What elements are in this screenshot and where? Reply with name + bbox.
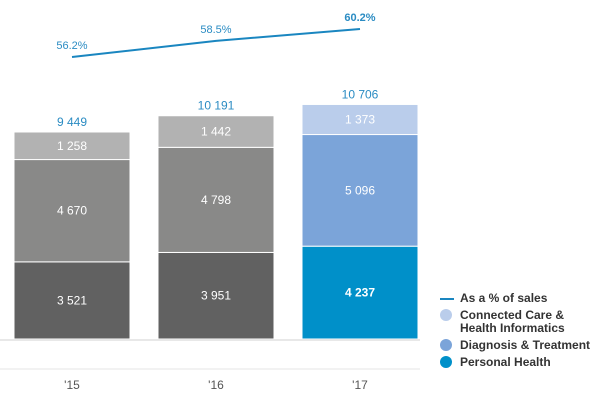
bar-value-label: 1 442: [201, 125, 231, 139]
bar-value-label: 1 258: [57, 139, 87, 153]
legend-label: As a % of sales: [460, 291, 548, 305]
legend-item: Personal Health: [440, 356, 590, 369]
bar-value-label: 3 951: [201, 289, 231, 303]
bar-value-label: 3 521: [57, 293, 87, 307]
bar-value-label: 4 237: [345, 286, 375, 300]
line-value-label: 58.5%: [200, 24, 231, 36]
x-tick-label: '15: [64, 378, 80, 392]
x-tick-label: '16: [208, 378, 224, 392]
x-tick-label: '17: [352, 378, 368, 392]
bar-value-label: 5 096: [345, 183, 375, 197]
legend-label: Connected Care & Health Informatics: [460, 308, 565, 335]
bar-segment: [13, 261, 131, 340]
bar-segment: [13, 159, 131, 263]
bar-segment: [157, 146, 275, 253]
legend-label: Personal Health: [460, 355, 551, 369]
bar-value-label: 1 373: [345, 113, 375, 127]
legend-swatch: [440, 339, 452, 351]
bar-segment: [301, 103, 419, 136]
legend-line-swatch: [440, 298, 454, 300]
line-value-label: 56.2%: [56, 40, 87, 52]
legend-item-line: As a % of sales: [440, 292, 590, 305]
bar-total-label: 10 191: [198, 99, 235, 113]
bar-segment: [301, 134, 419, 247]
bar-total-label: 10 706: [342, 87, 379, 101]
legend-swatch: [440, 356, 452, 368]
legend: As a % of sales Connected Care & Health …: [440, 292, 590, 373]
bar-value-label: 4 798: [201, 193, 231, 207]
bar-value-label: 4 670: [57, 204, 87, 218]
bar-segment: [13, 131, 131, 161]
bar-total-label: 9 449: [57, 115, 87, 129]
line-value-label: 60.2%: [344, 12, 375, 24]
bar-segment: [157, 115, 275, 148]
bar-segment: [157, 251, 275, 340]
legend-label: Diagnosis & Treatment: [460, 338, 591, 352]
legend-item: Diagnosis & Treatment: [440, 339, 590, 352]
bar-segment: [301, 245, 419, 340]
legend-item: Connected Care & Health Informatics: [440, 309, 590, 335]
line-series: [71, 28, 361, 58]
legend-swatch: [440, 309, 452, 321]
